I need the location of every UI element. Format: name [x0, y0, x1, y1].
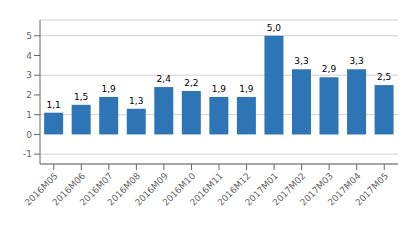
- svg-text:2017M05: 2017M05: [353, 171, 390, 208]
- svg-text:2,5: 2,5: [377, 72, 391, 82]
- svg-text:2016M12: 2016M12: [215, 170, 253, 208]
- svg-text:0: 0: [26, 130, 32, 140]
- svg-text:2016M09: 2016M09: [133, 170, 170, 208]
- svg-text:1: 1: [26, 110, 32, 120]
- svg-text:1,5: 1,5: [74, 92, 88, 102]
- svg-text:2: 2: [26, 90, 32, 100]
- svg-text:2016M11: 2016M11: [188, 170, 225, 208]
- svg-text:-1: -1: [23, 149, 32, 159]
- svg-text:2,9: 2,9: [322, 64, 337, 74]
- svg-text:2016M08: 2016M08: [105, 170, 143, 208]
- svg-text:1,3: 1,3: [129, 96, 143, 106]
- svg-text:2,2: 2,2: [184, 78, 198, 88]
- svg-text:2016M10: 2016M10: [160, 170, 198, 208]
- svg-text:1,9: 1,9: [212, 84, 227, 94]
- svg-text:2017M02: 2017M02: [270, 170, 308, 208]
- svg-text:2017M01: 2017M01: [243, 170, 280, 208]
- svg-text:1,1: 1,1: [46, 100, 60, 110]
- svg-text:2,4: 2,4: [157, 74, 172, 84]
- svg-text:1,9: 1,9: [239, 84, 254, 94]
- svg-text:2017M04: 2017M04: [325, 170, 363, 208]
- svg-text:3,3: 3,3: [349, 56, 363, 66]
- svg-text:2016M07: 2016M07: [77, 170, 115, 208]
- svg-text:2017M03: 2017M03: [298, 170, 336, 208]
- svg-text:5,0: 5,0: [267, 23, 282, 33]
- svg-text:5: 5: [26, 31, 32, 41]
- svg-text:4: 4: [26, 51, 32, 61]
- svg-text:3: 3: [26, 70, 32, 80]
- svg-text:3,3: 3,3: [294, 56, 308, 66]
- svg-text:2016M06: 2016M06: [50, 170, 88, 208]
- svg-text:2016M05: 2016M05: [22, 170, 60, 208]
- svg-text:1,9: 1,9: [102, 84, 117, 94]
